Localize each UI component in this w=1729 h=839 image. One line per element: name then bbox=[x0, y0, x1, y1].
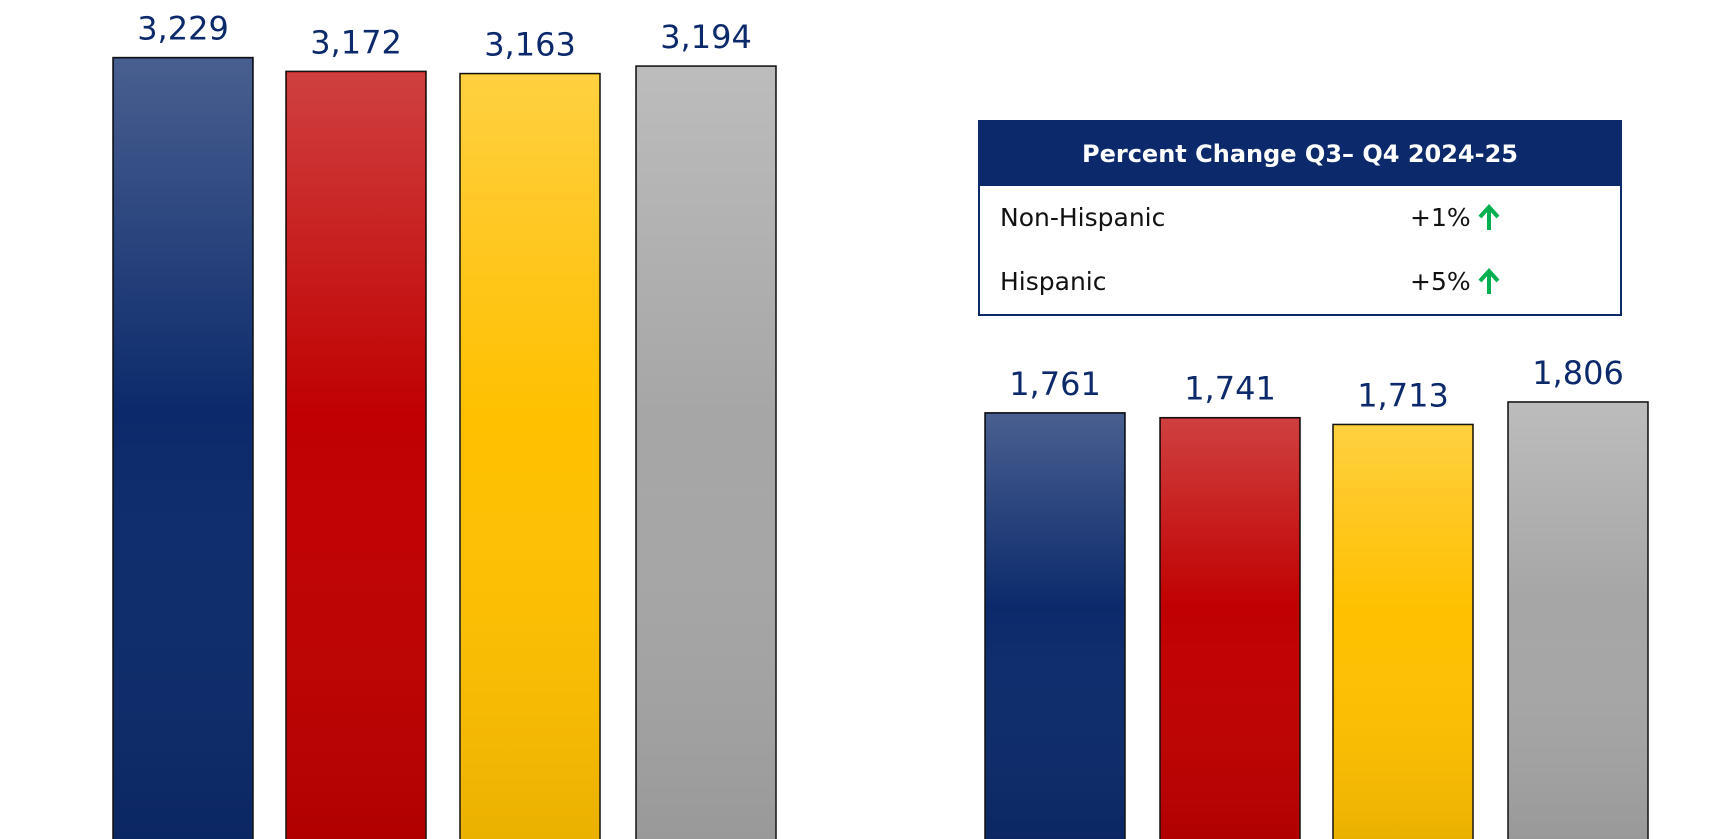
table-row: Hispanic +5% bbox=[980, 250, 1620, 314]
row-label: Non-Hispanic bbox=[1000, 203, 1166, 232]
bar-shine bbox=[637, 67, 775, 839]
row-value: +1% bbox=[1410, 203, 1471, 232]
bar-shine bbox=[1161, 418, 1299, 839]
bar-shine bbox=[114, 58, 252, 839]
up-arrow bbox=[1478, 204, 1500, 230]
row-value: +5% bbox=[1410, 267, 1471, 296]
data-label: 3,194 bbox=[660, 18, 752, 56]
data-label: 1,741 bbox=[1184, 370, 1276, 408]
data-label: 3,163 bbox=[484, 26, 576, 64]
table-row: Non-Hispanic +1% bbox=[980, 186, 1620, 250]
percent-change-table: Percent Change Q3– Q4 2024-25 Non-Hispan… bbox=[978, 120, 1622, 316]
data-label: 3,229 bbox=[137, 10, 229, 48]
bar-shine bbox=[1334, 425, 1472, 839]
up-arrow bbox=[1478, 268, 1500, 294]
data-label: 1,713 bbox=[1357, 376, 1449, 414]
row-label: Hispanic bbox=[1000, 267, 1107, 296]
data-label: 1,806 bbox=[1532, 354, 1624, 392]
bar-shine bbox=[1509, 402, 1647, 839]
table-title: Percent Change Q3– Q4 2024-25 bbox=[980, 122, 1620, 186]
bar-shine bbox=[461, 74, 599, 839]
data-label: 1,761 bbox=[1009, 365, 1101, 403]
bar-shine bbox=[986, 413, 1124, 839]
data-label: 3,172 bbox=[310, 23, 402, 61]
bar-shine bbox=[287, 72, 425, 839]
